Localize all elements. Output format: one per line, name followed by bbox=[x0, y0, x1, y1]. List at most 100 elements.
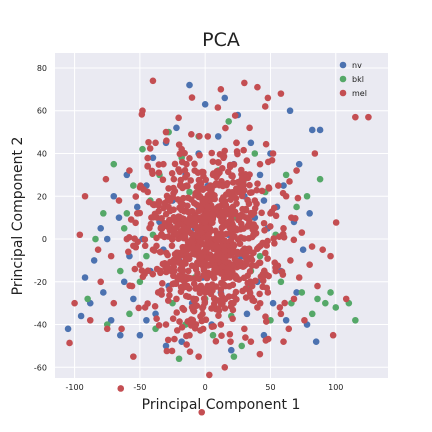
nv-point bbox=[280, 182, 287, 189]
mel-point bbox=[194, 261, 201, 268]
mel-point bbox=[267, 210, 274, 217]
mel-point bbox=[107, 252, 115, 260]
mel-point bbox=[287, 257, 294, 264]
mel-point bbox=[162, 128, 170, 136]
mel-point bbox=[131, 265, 139, 273]
mel-point bbox=[231, 112, 239, 119]
mel-point bbox=[171, 250, 179, 258]
mel-point bbox=[154, 289, 162, 296]
nv-point bbox=[116, 331, 124, 339]
mel-point bbox=[145, 138, 152, 146]
y-axis-title: Principal Component 2 bbox=[10, 137, 26, 296]
mel-point bbox=[222, 282, 229, 290]
mel-point bbox=[246, 124, 253, 132]
mel-point bbox=[262, 140, 270, 148]
mel-point bbox=[196, 192, 204, 200]
nv-point bbox=[103, 235, 111, 243]
mel-point bbox=[233, 273, 240, 281]
nv-point bbox=[133, 203, 141, 211]
nv-point bbox=[77, 312, 85, 320]
bkl-point bbox=[238, 342, 246, 350]
mel-point bbox=[139, 107, 146, 115]
mel-point bbox=[270, 235, 277, 242]
mel-point bbox=[214, 159, 222, 166]
mel-point bbox=[195, 285, 202, 292]
mel-point bbox=[238, 220, 245, 228]
mel-point bbox=[221, 147, 229, 155]
mel-point bbox=[280, 338, 287, 345]
mel-point bbox=[262, 318, 270, 325]
mel-point bbox=[135, 304, 143, 312]
nv-point bbox=[260, 197, 268, 204]
mel-point bbox=[240, 274, 248, 282]
mel-point bbox=[264, 255, 271, 262]
bkl-point bbox=[352, 316, 359, 324]
mel-point bbox=[189, 316, 197, 324]
y-axis-ticks: -60 -40 -20 0 20 40 60 80 bbox=[34, 64, 47, 372]
x-tick-label: 100 bbox=[328, 383, 343, 392]
mel-point bbox=[115, 197, 123, 204]
mel-point bbox=[209, 158, 217, 165]
mel-point bbox=[267, 223, 274, 230]
mel-point bbox=[264, 158, 272, 166]
mel-point bbox=[269, 150, 277, 157]
mel-point bbox=[165, 185, 172, 192]
mel-point bbox=[195, 353, 202, 360]
mel-point bbox=[259, 239, 266, 247]
mel-point bbox=[191, 160, 198, 168]
mel-point bbox=[160, 160, 167, 168]
mel-point bbox=[221, 364, 229, 371]
bkl-point bbox=[126, 310, 133, 318]
mel-point bbox=[179, 201, 187, 208]
mel-point bbox=[308, 243, 316, 250]
mel-point bbox=[229, 231, 236, 239]
bkl-point bbox=[332, 304, 340, 311]
bkl-point bbox=[293, 203, 300, 211]
mel-point bbox=[146, 145, 154, 152]
mel-point bbox=[200, 295, 208, 302]
mel-point bbox=[281, 299, 288, 307]
bkl-point bbox=[251, 150, 259, 157]
nv-point bbox=[136, 331, 144, 339]
mel-point bbox=[219, 254, 227, 261]
mel-point bbox=[252, 277, 259, 285]
mel-point bbox=[258, 209, 265, 217]
mel-point bbox=[188, 130, 195, 138]
mel-point bbox=[254, 83, 261, 91]
bkl-point bbox=[136, 278, 144, 286]
mel-point bbox=[229, 281, 237, 289]
mel-point bbox=[217, 268, 225, 276]
mel-point bbox=[256, 290, 263, 298]
bkl-point bbox=[120, 225, 128, 232]
mel-point bbox=[247, 254, 255, 262]
nv-point bbox=[100, 289, 107, 296]
mel-point bbox=[217, 286, 225, 293]
mel-point bbox=[204, 133, 212, 140]
mel-point bbox=[248, 211, 256, 219]
mel-point bbox=[280, 225, 287, 232]
mel-point bbox=[184, 255, 191, 262]
nv-point bbox=[282, 316, 290, 324]
nv-point bbox=[173, 124, 180, 132]
mel-point bbox=[246, 289, 254, 297]
mel-point bbox=[198, 408, 206, 416]
mel-point bbox=[242, 250, 250, 258]
mel-point bbox=[329, 331, 337, 339]
mel-point bbox=[170, 280, 178, 287]
mel-point bbox=[178, 323, 186, 331]
mel-point bbox=[144, 188, 152, 196]
mel-point bbox=[314, 282, 321, 290]
mel-point bbox=[271, 240, 278, 247]
mel-point bbox=[233, 139, 240, 147]
mel-point bbox=[210, 274, 218, 282]
legend-marker-mel bbox=[339, 89, 347, 97]
mel-point bbox=[218, 209, 225, 217]
mel-point bbox=[248, 189, 255, 196]
nv-point bbox=[162, 342, 170, 350]
mel-point bbox=[210, 300, 218, 308]
mel-point bbox=[131, 235, 138, 242]
bkl-point bbox=[84, 295, 91, 303]
mel-point bbox=[212, 338, 220, 345]
mel-point bbox=[262, 313, 269, 320]
bkl-point bbox=[209, 331, 217, 339]
